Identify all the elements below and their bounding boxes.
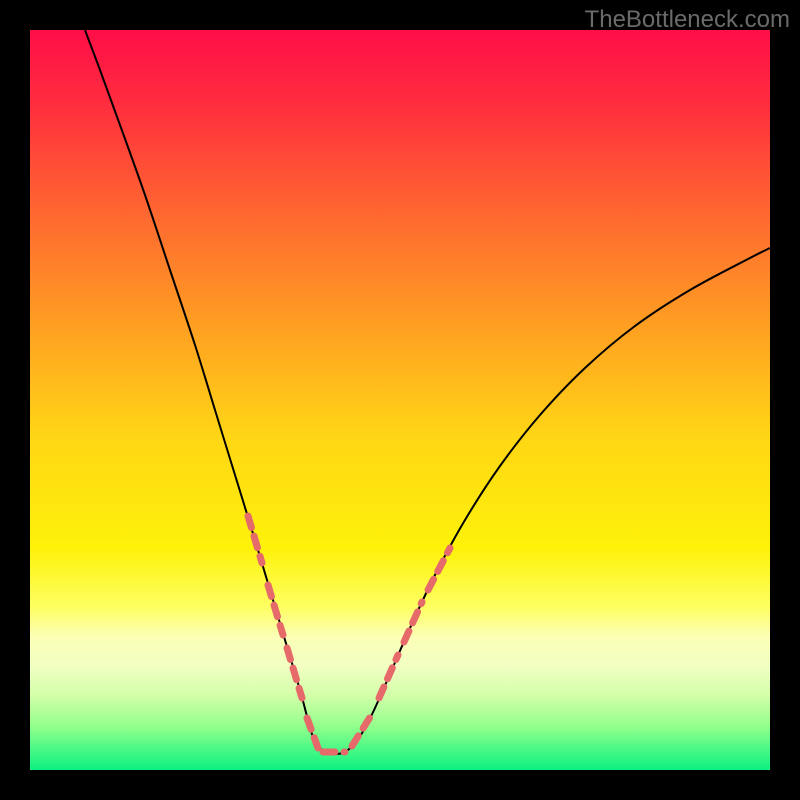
chart-svg: [30, 30, 770, 770]
bottleneck-chart: [30, 30, 770, 770]
watermark-text: TheBottleneck.com: [585, 6, 790, 34]
